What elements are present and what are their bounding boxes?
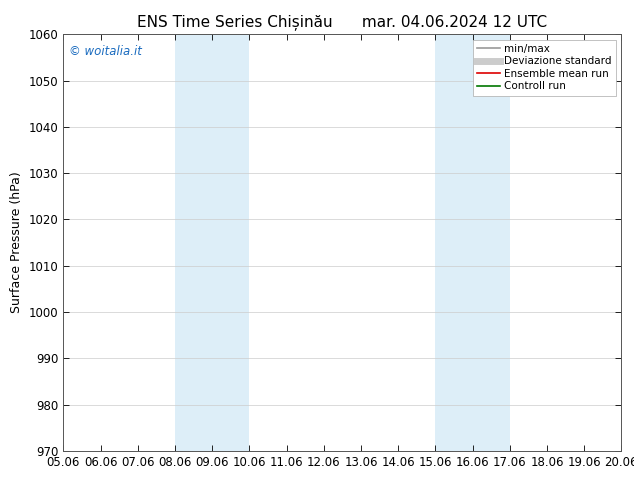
Y-axis label: Surface Pressure (hPa): Surface Pressure (hPa) bbox=[10, 172, 23, 314]
Legend: min/max, Deviazione standard, Ensemble mean run, Controll run: min/max, Deviazione standard, Ensemble m… bbox=[473, 40, 616, 96]
Title: ENS Time Series Chișinău      mar. 04.06.2024 12 UTC: ENS Time Series Chișinău mar. 04.06.2024… bbox=[138, 14, 547, 30]
Bar bbox=[175, 34, 249, 451]
Bar bbox=[436, 34, 510, 451]
Text: © woitalia.it: © woitalia.it bbox=[69, 45, 142, 58]
